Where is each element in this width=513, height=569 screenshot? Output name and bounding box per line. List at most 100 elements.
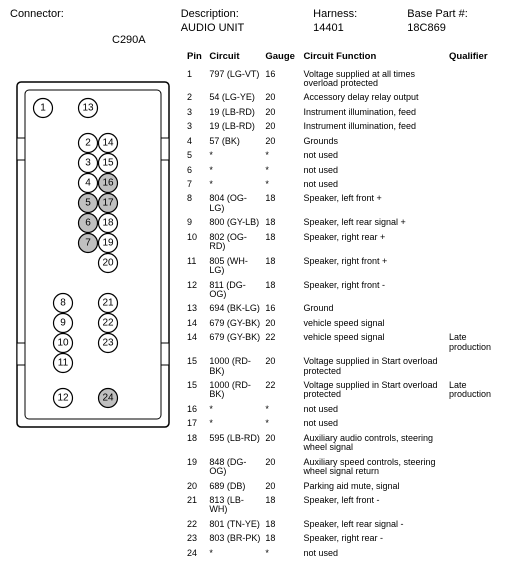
pin-label: 17 — [102, 198, 114, 209]
cell-gauge: * — [263, 149, 301, 163]
th-gauge: Gauge — [263, 48, 301, 67]
cell-gauge: * — [263, 546, 301, 560]
cell-qual: Late production — [447, 331, 503, 355]
header-row: Connector: Description: AUDIO UNIT Harne… — [10, 8, 503, 34]
pin-9: 9 — [53, 314, 72, 333]
pin-label: 4 — [85, 178, 91, 189]
cell-gauge: 20 — [263, 105, 301, 119]
cell-func: Grounds — [301, 134, 447, 148]
pin-24: 24 — [98, 389, 117, 408]
th-qual: Qualifier — [447, 48, 503, 67]
pin-label: 23 — [102, 338, 114, 349]
pin-table: Pin Circuit Gauge Circuit Function Quali… — [185, 48, 503, 561]
cell-pin: 4 — [185, 134, 207, 148]
cell-func: Speaker, left front + — [301, 192, 447, 216]
cell-gauge: 20 — [263, 355, 301, 379]
pin-label: 2 — [85, 138, 91, 149]
table-row: 11805 (WH-LG)18Speaker, right front + — [185, 254, 503, 278]
connector-diagram: 113214315416517618719208219221023111224 — [13, 78, 173, 433]
cell-func: vehicle speed signal — [301, 331, 447, 355]
cell-qual — [447, 278, 503, 302]
harness-value: 14401 — [313, 22, 399, 34]
pin-label: 7 — [85, 238, 91, 249]
pin-6: 6 — [78, 214, 97, 233]
cell-qual — [447, 105, 503, 119]
cell-gauge: * — [263, 163, 301, 177]
pin-label: 14 — [102, 138, 114, 149]
cell-qual — [447, 546, 503, 560]
cell-gauge: 16 — [263, 302, 301, 316]
cell-qual — [447, 163, 503, 177]
cell-pin: 16 — [185, 402, 207, 416]
cell-qual — [447, 479, 503, 493]
table-row: 23803 (BR-PK)18Speaker, right rear - — [185, 532, 503, 546]
cell-qual — [447, 230, 503, 254]
th-func: Circuit Function — [301, 48, 447, 67]
table-row: 18595 (LB-RD)20Auxiliary audio controls,… — [185, 431, 503, 455]
cell-pin: 24 — [185, 546, 207, 560]
cell-qual — [447, 431, 503, 455]
table-row: 5**not used — [185, 149, 503, 163]
pin-14: 14 — [98, 134, 117, 153]
cell-pin: 14 — [185, 331, 207, 355]
cell-func: Auxiliary audio controls, steering wheel… — [301, 431, 447, 455]
cell-pin: 8 — [185, 192, 207, 216]
pin-label: 5 — [85, 198, 91, 209]
cell-pin: 21 — [185, 493, 207, 517]
cell-qual — [447, 302, 503, 316]
cell-qual — [447, 402, 503, 416]
table-row: 14679 (GY-BK)22vehicle speed signalLate … — [185, 331, 503, 355]
table-row: 17**not used — [185, 417, 503, 431]
cell-gauge: 20 — [263, 431, 301, 455]
header-basepart: Base Part #: 18C869 — [407, 8, 503, 34]
cell-gauge: 20 — [263, 91, 301, 105]
cell-func: Instrument illumination, feed — [301, 105, 447, 119]
cell-circuit: 694 (BK-LG) — [207, 302, 263, 316]
cell-gauge: 18 — [263, 517, 301, 531]
cell-pin: 2 — [185, 91, 207, 105]
table-row: 16**not used — [185, 402, 503, 416]
cell-qual — [447, 120, 503, 134]
cell-func: not used — [301, 178, 447, 192]
table-row: 19848 (DG-OG)20Auxiliary speed controls,… — [185, 455, 503, 479]
pin-label: 1 — [40, 103, 46, 114]
cell-circuit: * — [207, 149, 263, 163]
main-area: 113214315416517618719208219221023111224 … — [10, 48, 503, 561]
cell-gauge: 20 — [263, 316, 301, 330]
cell-circuit: 679 (GY-BK) — [207, 331, 263, 355]
cell-pin: 12 — [185, 278, 207, 302]
th-pin: Pin — [185, 48, 207, 67]
cell-qual — [447, 91, 503, 105]
cell-qual — [447, 178, 503, 192]
table-row: 319 (LB-RD)20Instrument illumination, fe… — [185, 105, 503, 119]
cell-circuit: * — [207, 163, 263, 177]
cell-qual — [447, 493, 503, 517]
table-row: 9800 (GY-LB)18Speaker, left rear signal … — [185, 216, 503, 230]
cell-func: not used — [301, 149, 447, 163]
cell-circuit: 801 (TN-YE) — [207, 517, 263, 531]
cell-qual — [447, 316, 503, 330]
cell-circuit: 805 (WH-LG) — [207, 254, 263, 278]
cell-pin: 15 — [185, 379, 207, 403]
cell-pin: 13 — [185, 302, 207, 316]
cell-circuit: 1000 (RD-BK) — [207, 355, 263, 379]
table-row: 22801 (TN-YE)18Speaker, left rear signal… — [185, 517, 503, 531]
cell-qual — [447, 417, 503, 431]
cell-circuit: * — [207, 402, 263, 416]
pin-label: 18 — [102, 218, 114, 229]
cell-circuit: * — [207, 417, 263, 431]
pin-12: 12 — [53, 389, 72, 408]
header-description: Description: AUDIO UNIT — [181, 8, 305, 34]
cell-qual — [447, 192, 503, 216]
pin-3: 3 — [78, 154, 97, 173]
cell-circuit: 802 (OG-RD) — [207, 230, 263, 254]
cell-pin: 3 — [185, 120, 207, 134]
pin-19: 19 — [98, 234, 117, 253]
cell-pin: 1 — [185, 67, 207, 91]
pin-table-col: Pin Circuit Gauge Circuit Function Quali… — [185, 48, 503, 561]
cell-pin: 6 — [185, 163, 207, 177]
cell-circuit: * — [207, 178, 263, 192]
cell-gauge: 18 — [263, 254, 301, 278]
pin-label: 12 — [57, 393, 69, 404]
cell-circuit: 689 (DB) — [207, 479, 263, 493]
